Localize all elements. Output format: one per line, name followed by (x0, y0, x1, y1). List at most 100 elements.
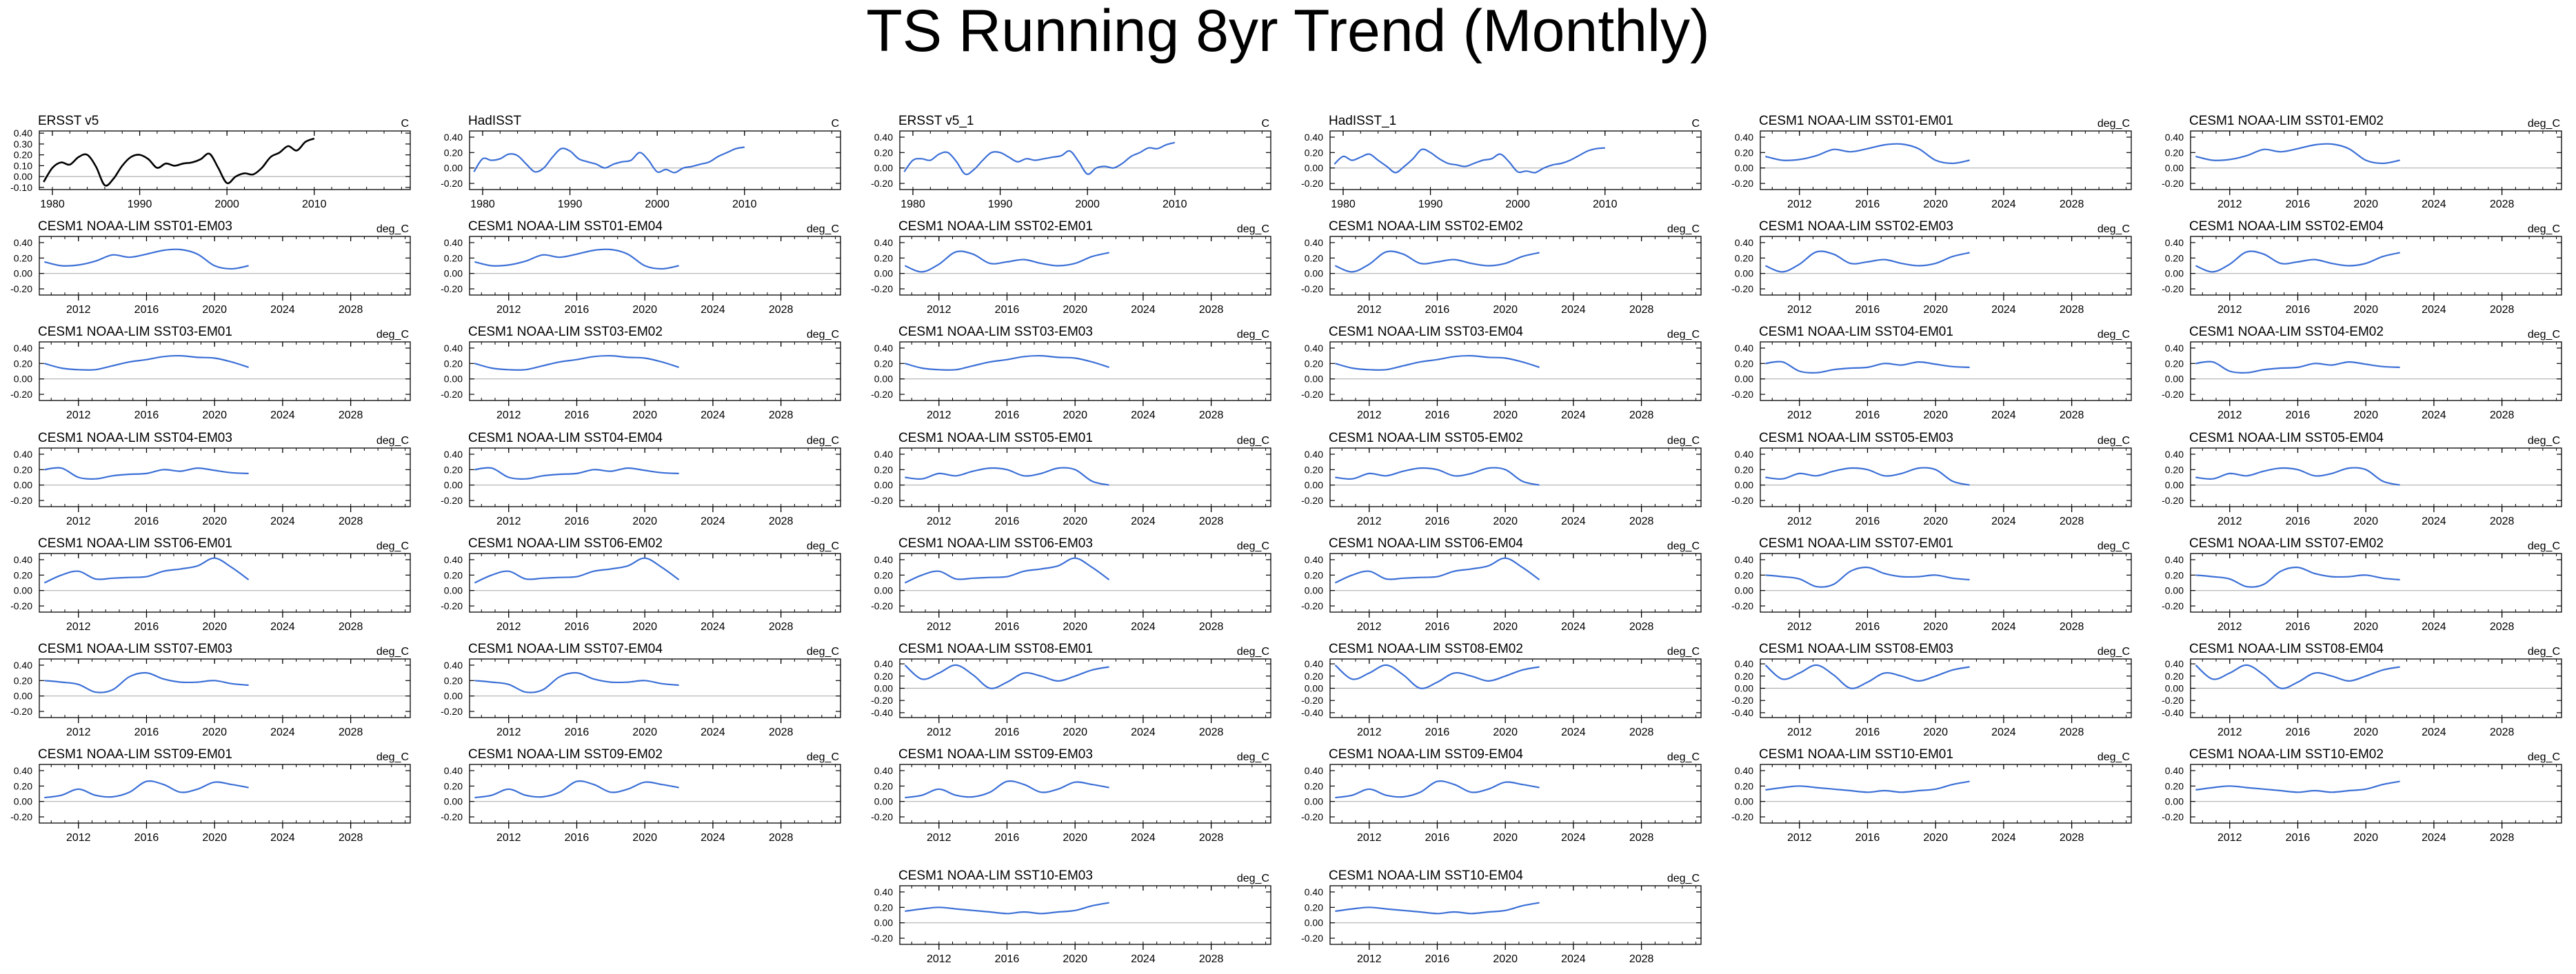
y-tick-label: -0.20 (871, 811, 893, 822)
x-tick-label: 2028 (2490, 516, 2515, 527)
series-line (474, 354, 679, 371)
y-tick-label: 0.20 (874, 780, 893, 791)
y-tick-label: 0.30 (14, 139, 32, 150)
y-tick-label: -0.40 (2162, 707, 2184, 718)
y-tick-label: 0.20 (1735, 780, 1753, 791)
y-tick-label: 0.40 (1735, 343, 1753, 354)
x-tick-label: 2028 (1199, 516, 1224, 527)
panel-units: deg_C (2528, 435, 2560, 447)
x-tick-label: 2012 (1357, 621, 1382, 633)
panel: CESM1 NOAA-LIM SST09-EM03 deg_C 0.40 0.20 0.… (871, 747, 1271, 844)
series-line (904, 664, 1109, 689)
x-tick-label: 2028 (2060, 516, 2084, 527)
y-tick-label: 0.40 (1305, 343, 1323, 354)
x-tick-label: 2010 (1593, 199, 1618, 210)
x-tick-label: 2028 (1629, 304, 1654, 316)
panel-frame (1329, 236, 1702, 296)
panel-frame (39, 236, 411, 296)
x-tick-label: 2020 (1063, 727, 1087, 738)
y-tick-label: 0.20 (1735, 358, 1753, 369)
x-tick-label: 2024 (1131, 304, 1156, 316)
y-tick-label: 0.00 (1735, 268, 1753, 279)
y-tick-label: 0.40 (2165, 765, 2184, 776)
y-tick-label: 0.00 (874, 796, 893, 807)
y-tick-label: 0.40 (14, 554, 32, 565)
y-tick-label: -0.40 (1731, 707, 1753, 718)
y-tick-label: 0.00 (444, 691, 463, 702)
x-tick-label: 1980 (40, 199, 65, 210)
y-tick-label: -0.20 (1731, 600, 1753, 611)
x-tick-label: 2028 (2060, 832, 2084, 844)
panel-frame (39, 553, 411, 613)
y-tick-label: 0.20 (1305, 902, 1323, 913)
x-tick-label: 2012 (927, 409, 952, 421)
y-tick-label: 0.40 (444, 765, 463, 776)
series-line (1765, 361, 1970, 374)
series-line (474, 248, 679, 270)
panel-title: CESM1 NOAA-LIM SST02-EM01 (898, 219, 1093, 234)
panel-title: CESM1 NOAA-LIM SST05-EM03 (1759, 431, 1953, 445)
x-tick-label: 2020 (2353, 832, 2378, 844)
y-tick-label: 0.20 (444, 252, 463, 263)
x-tick-label: 2020 (1923, 621, 1948, 633)
panel-frame (2190, 447, 2562, 507)
panel-title: CESM1 NOAA-LIM SST03-EM03 (898, 325, 1093, 339)
y-tick-label: -0.20 (1731, 283, 1753, 294)
x-tick-label: 2012 (66, 516, 91, 527)
y-tick-label: 0.40 (444, 449, 463, 460)
series-line (1764, 664, 1970, 689)
panel: CESM1 NOAA-LIM SST03-EM03 deg_C 0.40 0.20 0.… (871, 325, 1271, 421)
x-tick-label: 2012 (2217, 621, 2242, 633)
series-line (43, 557, 250, 584)
panel: CESM1 NOAA-LIM SST04-EM01 deg_C 0.40 0.20 0.… (1731, 325, 2132, 421)
series-line (1335, 902, 1540, 915)
panel-units: deg_C (807, 223, 839, 235)
x-tick-label: 2020 (632, 516, 657, 527)
x-tick-label: 2028 (1199, 832, 1224, 844)
panel: CESM1 NOAA-LIM SST06-EM04 deg_C 0.40 0.20 0.… (1301, 536, 1702, 633)
y-tick-label: 0.20 (2165, 671, 2184, 682)
panel-units: deg_C (2528, 646, 2560, 658)
y-tick-label: 0.40 (874, 343, 893, 354)
panel-title: CESM1 NOAA-LIM SST03-EM02 (468, 325, 663, 339)
x-tick-label: 2020 (202, 304, 227, 316)
x-tick-label: 2020 (1063, 621, 1087, 633)
panel-units: deg_C (1667, 329, 1700, 341)
panel-units: deg_C (1667, 435, 1700, 447)
y-tick-label: 0.40 (874, 237, 893, 248)
x-tick-label: 2020 (2353, 199, 2378, 210)
panel-units: deg_C (2528, 540, 2560, 552)
x-tick-label: 2016 (565, 304, 590, 316)
x-tick-label: 2028 (769, 409, 794, 421)
series-line (44, 467, 249, 480)
panel-units: deg_C (807, 329, 839, 341)
panel: CESM1 NOAA-LIM SST02-EM04 deg_C 0.40 0.20 0.… (2162, 219, 2562, 316)
panel-frame (469, 764, 841, 824)
panel-title: CESM1 NOAA-LIM SST03-EM01 (38, 325, 232, 339)
panel-frame (2190, 236, 2562, 296)
panel-frame (899, 130, 1271, 190)
x-tick-label: 2024 (270, 516, 295, 527)
x-tick-label: 2020 (1493, 304, 1518, 316)
y-tick-label: 0.20 (2165, 358, 2184, 369)
y-tick-label: 0.20 (874, 569, 893, 580)
x-tick-label: 2024 (701, 304, 725, 316)
panel: HadISST C 0.40 0.20 0.00 -0.20 1980 1990 2000 201… (441, 114, 841, 210)
panel-title: CESM1 NOAA-LIM SST09-EM01 (38, 747, 232, 762)
y-tick-label: 0.20 (1305, 780, 1323, 791)
x-tick-label: 2024 (1131, 953, 1156, 965)
x-tick-label: 2024 (1991, 409, 2016, 421)
y-tick-label: 0.20 (1305, 671, 1323, 682)
x-tick-label: 1980 (900, 199, 925, 210)
x-tick-label: 2024 (1561, 409, 1586, 421)
y-tick-label: 0.20 (874, 252, 893, 263)
panel-frame (1329, 341, 1702, 401)
y-tick-label: 0.40 (2165, 132, 2184, 143)
panel-title: CESM1 NOAA-LIM SST09-EM02 (468, 747, 663, 762)
panel-title: CESM1 NOAA-LIM SST04-EM03 (38, 431, 232, 445)
y-tick-label: 0.40 (14, 343, 32, 354)
x-tick-label: 2028 (2060, 621, 2084, 633)
series-line (1765, 780, 1970, 793)
panel-title: ERSST v5_1 (898, 114, 974, 128)
y-tick-label: 0.40 (1735, 132, 1753, 143)
